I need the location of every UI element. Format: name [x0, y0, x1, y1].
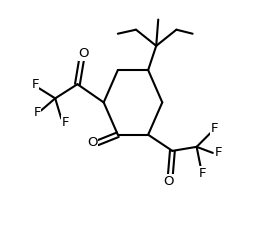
Text: O: O: [78, 47, 89, 61]
Text: F: F: [33, 106, 41, 119]
Text: F: F: [211, 122, 219, 135]
Text: F: F: [199, 166, 206, 180]
Text: O: O: [87, 136, 98, 149]
Text: F: F: [62, 116, 69, 129]
Text: F: F: [31, 78, 39, 91]
Text: O: O: [163, 175, 174, 188]
Text: F: F: [215, 146, 223, 159]
